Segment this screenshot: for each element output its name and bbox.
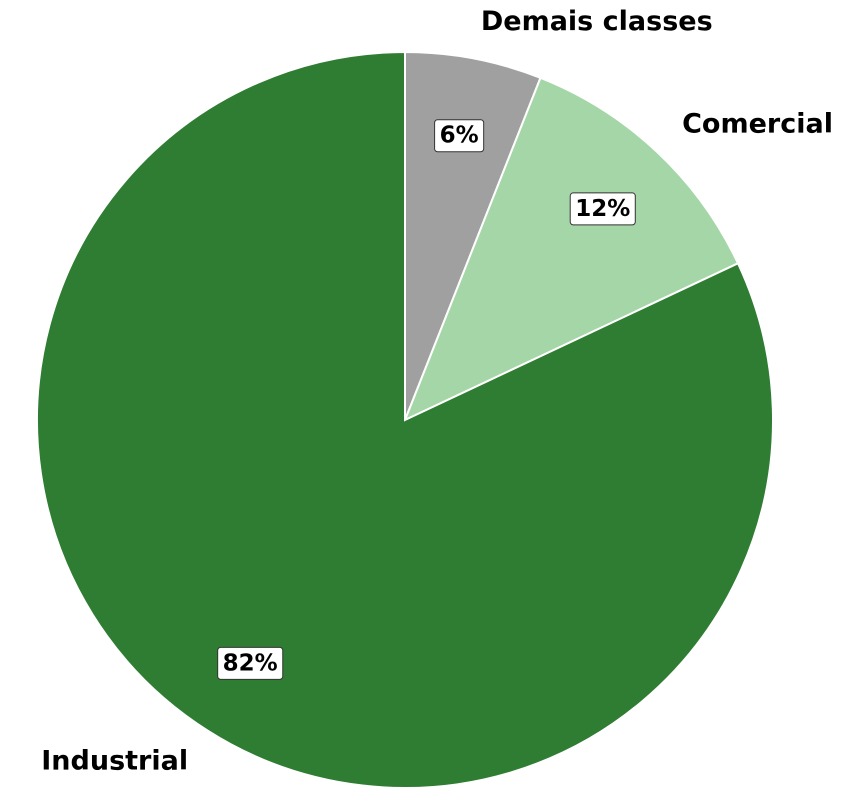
percent-label: 12% <box>569 192 636 226</box>
percent-text: 6% <box>440 123 479 149</box>
slice-label: Comercial <box>682 108 833 139</box>
pie-slice <box>403 76 740 422</box>
label-box <box>434 119 485 153</box>
label-box <box>569 192 636 226</box>
percent-label: 82% <box>217 646 284 680</box>
slice-label: Industrial <box>41 745 188 776</box>
pie-slice <box>36 50 774 788</box>
label-box <box>217 646 284 680</box>
slice-label: Demais classes <box>481 6 713 37</box>
percent-text: 82% <box>223 650 278 676</box>
percent-label: 6% <box>434 119 485 153</box>
percent-text: 12% <box>575 196 630 222</box>
